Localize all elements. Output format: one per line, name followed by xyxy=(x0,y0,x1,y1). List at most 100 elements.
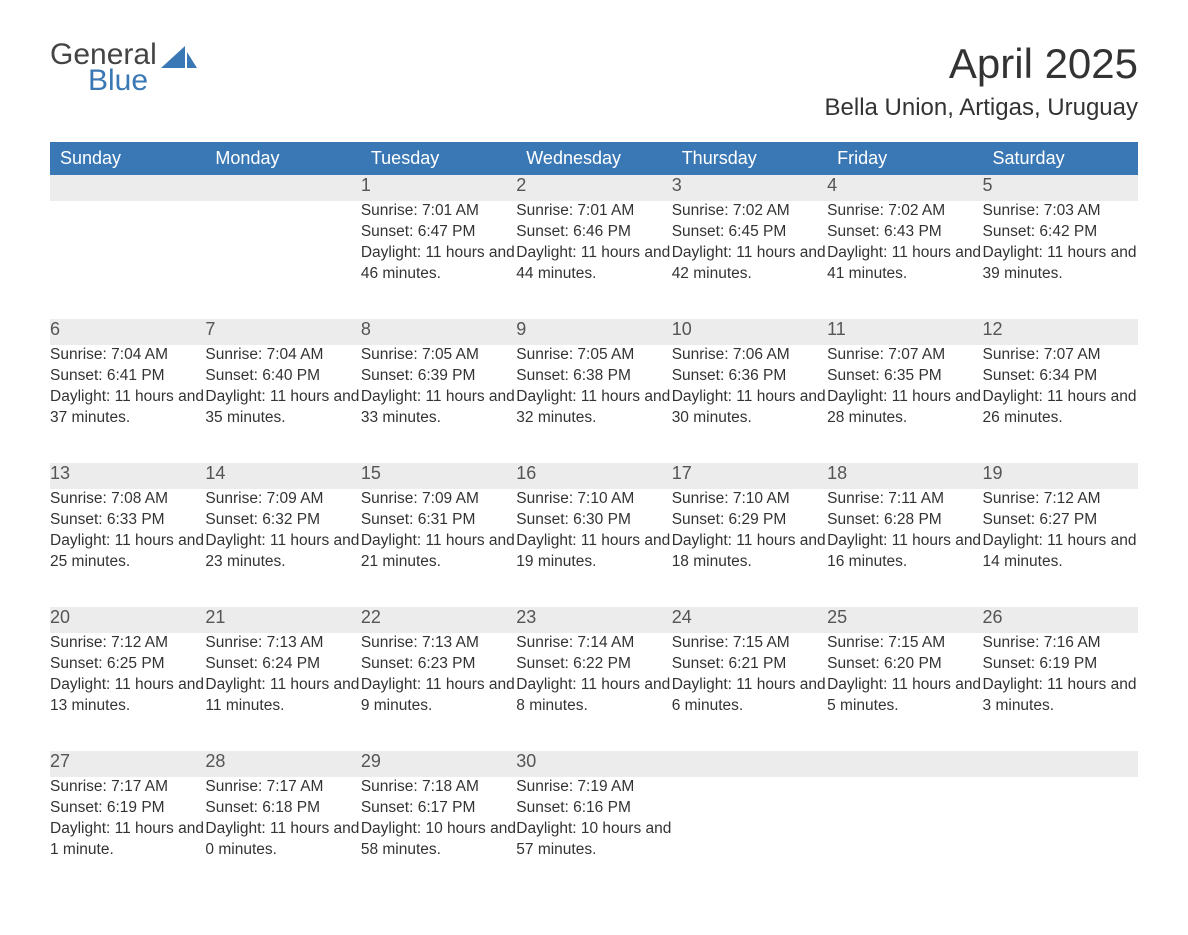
sunset-line: Sunset: 6:18 PM xyxy=(205,799,320,816)
sunset-line: Sunset: 6:41 PM xyxy=(50,367,165,384)
sunrise-line: Sunrise: 7:12 AM xyxy=(50,634,168,651)
daylight-line: Daylight: 11 hours and 18 minutes. xyxy=(672,532,826,570)
sunrise-line: Sunrise: 7:05 AM xyxy=(516,346,634,363)
day-detail-cell: Sunrise: 7:02 AMSunset: 6:45 PMDaylight:… xyxy=(672,201,827,319)
daylight-line: Daylight: 10 hours and 57 minutes. xyxy=(516,820,671,858)
weekday-header: Tuesday xyxy=(361,142,516,175)
day-detail-cell: Sunrise: 7:08 AMSunset: 6:33 PMDaylight:… xyxy=(50,489,205,607)
sunset-line: Sunset: 6:42 PM xyxy=(983,223,1098,240)
day-detail-cell xyxy=(983,777,1138,895)
weekday-header: Thursday xyxy=(672,142,827,175)
sunrise-line: Sunrise: 7:03 AM xyxy=(983,202,1101,219)
day-number-cell: 11 xyxy=(827,319,982,345)
sunrise-line: Sunrise: 7:11 AM xyxy=(827,490,944,507)
daylight-line: Daylight: 11 hours and 41 minutes. xyxy=(827,244,981,282)
sunset-line: Sunset: 6:39 PM xyxy=(361,367,476,384)
day-detail-cell: Sunrise: 7:10 AMSunset: 6:30 PMDaylight:… xyxy=(516,489,671,607)
day-number-cell: 19 xyxy=(983,463,1138,489)
day-number-cell: 10 xyxy=(672,319,827,345)
sunrise-line: Sunrise: 7:07 AM xyxy=(827,346,945,363)
page-title: April 2025 xyxy=(825,40,1139,88)
day-number-cell xyxy=(50,175,205,201)
sunrise-line: Sunrise: 7:01 AM xyxy=(361,202,479,219)
daylight-line: Daylight: 10 hours and 58 minutes. xyxy=(361,820,516,858)
weekday-header: Sunday xyxy=(50,142,205,175)
day-detail-cell: Sunrise: 7:11 AM Sunset: 6:28 PM Daylight:… xyxy=(827,489,982,607)
day-detail-cell: Sunrise: 7:06 AMSunset: 6:36 PMDaylight:… xyxy=(672,345,827,463)
day-number-cell: 16 xyxy=(516,463,671,489)
day-number-row: 12345 xyxy=(50,175,1138,201)
sunset-line: Sunset: 6:45 PM xyxy=(672,223,787,240)
day-detail-cell: Sunrise: 7:01 AMSunset: 6:46 PMDaylight:… xyxy=(516,201,671,319)
sunset-line: Sunset: 6:28 PM xyxy=(827,511,942,528)
sunset-line: Sunset: 6:34 PM xyxy=(983,367,1098,384)
sunrise-line: Sunrise: 7:10 AM xyxy=(516,490,634,507)
sunset-line: Sunset: 6:19 PM xyxy=(983,655,1098,672)
day-number-cell: 7 xyxy=(205,319,360,345)
daylight-line: Daylight: 11 hours and 16 minutes. xyxy=(827,532,981,570)
day-number-cell: 17 xyxy=(672,463,827,489)
day-number-cell: 20 xyxy=(50,607,205,633)
daylight-line: Daylight: 11 hours and 9 minutes. xyxy=(361,676,515,714)
day-detail-row: Sunrise: 7:17 AMSunset: 6:19 PMDaylight:… xyxy=(50,777,1138,895)
daylight-line: Daylight: 11 hours and 26 minutes. xyxy=(983,388,1137,426)
weekday-header: Friday xyxy=(827,142,982,175)
day-detail-cell xyxy=(205,201,360,319)
sunrise-line: Sunrise: 7:15 AM xyxy=(672,634,790,651)
day-number-cell: 18 xyxy=(827,463,982,489)
daylight-line: Daylight: 11 hours and 44 minutes. xyxy=(516,244,670,282)
day-detail-cell: Sunrise: 7:12 AMSunset: 6:27 PMDaylight:… xyxy=(983,489,1138,607)
logo-line2: Blue xyxy=(88,66,157,96)
sunrise-line: Sunrise: 7:08 AM xyxy=(50,490,168,507)
weekday-header-row: Sunday Monday Tuesday Wednesday Thursday… xyxy=(50,142,1138,175)
sunset-line: Sunset: 6:43 PM xyxy=(827,223,942,240)
day-detail-cell: Sunrise: 7:09 AMSunset: 6:32 PMDaylight:… xyxy=(205,489,360,607)
daylight-line: Daylight: 11 hours and 42 minutes. xyxy=(672,244,826,282)
sunset-line: Sunset: 6:19 PM xyxy=(50,799,165,816)
sunrise-line: Sunrise: 7:09 AM xyxy=(361,490,479,507)
daylight-line: Daylight: 11 hours and 5 minutes. xyxy=(827,676,981,714)
sunrise-line: Sunrise: 7:04 AM xyxy=(50,346,168,363)
day-number-cell xyxy=(983,751,1138,777)
sunset-line: Sunset: 6:31 PM xyxy=(361,511,476,528)
day-number-cell: 4 xyxy=(827,175,982,201)
day-number-cell: 27 xyxy=(50,751,205,777)
day-number-cell: 13 xyxy=(50,463,205,489)
daylight-line: Daylight: 11 hours and 28 minutes. xyxy=(827,388,981,426)
day-detail-row: Sunrise: 7:12 AMSunset: 6:25 PMDaylight:… xyxy=(50,633,1138,751)
logo-sail-icon xyxy=(161,46,197,72)
sunrise-line: Sunrise: 7:12 AM xyxy=(983,490,1101,507)
day-detail-cell xyxy=(50,201,205,319)
sunrise-line: Sunrise: 7:10 AM xyxy=(672,490,790,507)
sunset-line: Sunset: 6:23 PM xyxy=(361,655,476,672)
day-detail-cell: Sunrise: 7:13 AMSunset: 6:23 PMDaylight:… xyxy=(361,633,516,751)
sunset-line: Sunset: 6:32 PM xyxy=(205,511,320,528)
day-number-cell xyxy=(672,751,827,777)
sunset-line: Sunset: 6:21 PM xyxy=(672,655,787,672)
day-detail-cell: Sunrise: 7:09 AMSunset: 6:31 PMDaylight:… xyxy=(361,489,516,607)
logo: General Blue xyxy=(50,40,197,96)
day-number-cell: 26 xyxy=(983,607,1138,633)
day-number-cell xyxy=(205,175,360,201)
sunrise-line: Sunrise: 7:19 AM xyxy=(516,778,634,795)
day-detail-cell: Sunrise: 7:19 AM Sunset: 6:16 PM Daylight:… xyxy=(516,777,671,895)
day-number-cell: 21 xyxy=(205,607,360,633)
day-number-cell: 5 xyxy=(983,175,1138,201)
sunrise-line: Sunrise: 7:02 AM xyxy=(827,202,945,219)
sunset-line: Sunset: 6:29 PM xyxy=(672,511,787,528)
day-number-cell: 8 xyxy=(361,319,516,345)
header: General Blue April 2025 Bella Union, Art… xyxy=(50,40,1138,136)
day-detail-cell: Sunrise: 7:14 AMSunset: 6:22 PMDaylight:… xyxy=(516,633,671,751)
day-number-cell: 22 xyxy=(361,607,516,633)
sunset-line: Sunset: 6:16 PM xyxy=(516,799,631,816)
day-number-row: 6789101112 xyxy=(50,319,1138,345)
sunrise-line: Sunrise: 7:07 AM xyxy=(983,346,1101,363)
day-detail-cell: Sunrise: 7:18 AMSunset: 6:17 PMDaylight:… xyxy=(361,777,516,895)
day-detail-row: Sunrise: 7:04 AM Sunset: 6:41 PM Daylight:… xyxy=(50,345,1138,463)
day-detail-cell: Sunrise: 7:17 AMSunset: 6:18 PMDaylight:… xyxy=(205,777,360,895)
day-detail-cell: Sunrise: 7:01 AMSunset: 6:47 PMDaylight:… xyxy=(361,201,516,319)
day-detail-cell: Sunrise: 7:02 AM Sunset: 6:43 PM Daylight:… xyxy=(827,201,982,319)
daylight-line: Daylight: 11 hours and 46 minutes. xyxy=(361,244,515,282)
day-detail-cell: Sunrise: 7:10 AM Sunset: 6:29 PM Daylight:… xyxy=(672,489,827,607)
day-detail-cell: Sunrise: 7:07 AMSunset: 6:35 PMDaylight:… xyxy=(827,345,982,463)
